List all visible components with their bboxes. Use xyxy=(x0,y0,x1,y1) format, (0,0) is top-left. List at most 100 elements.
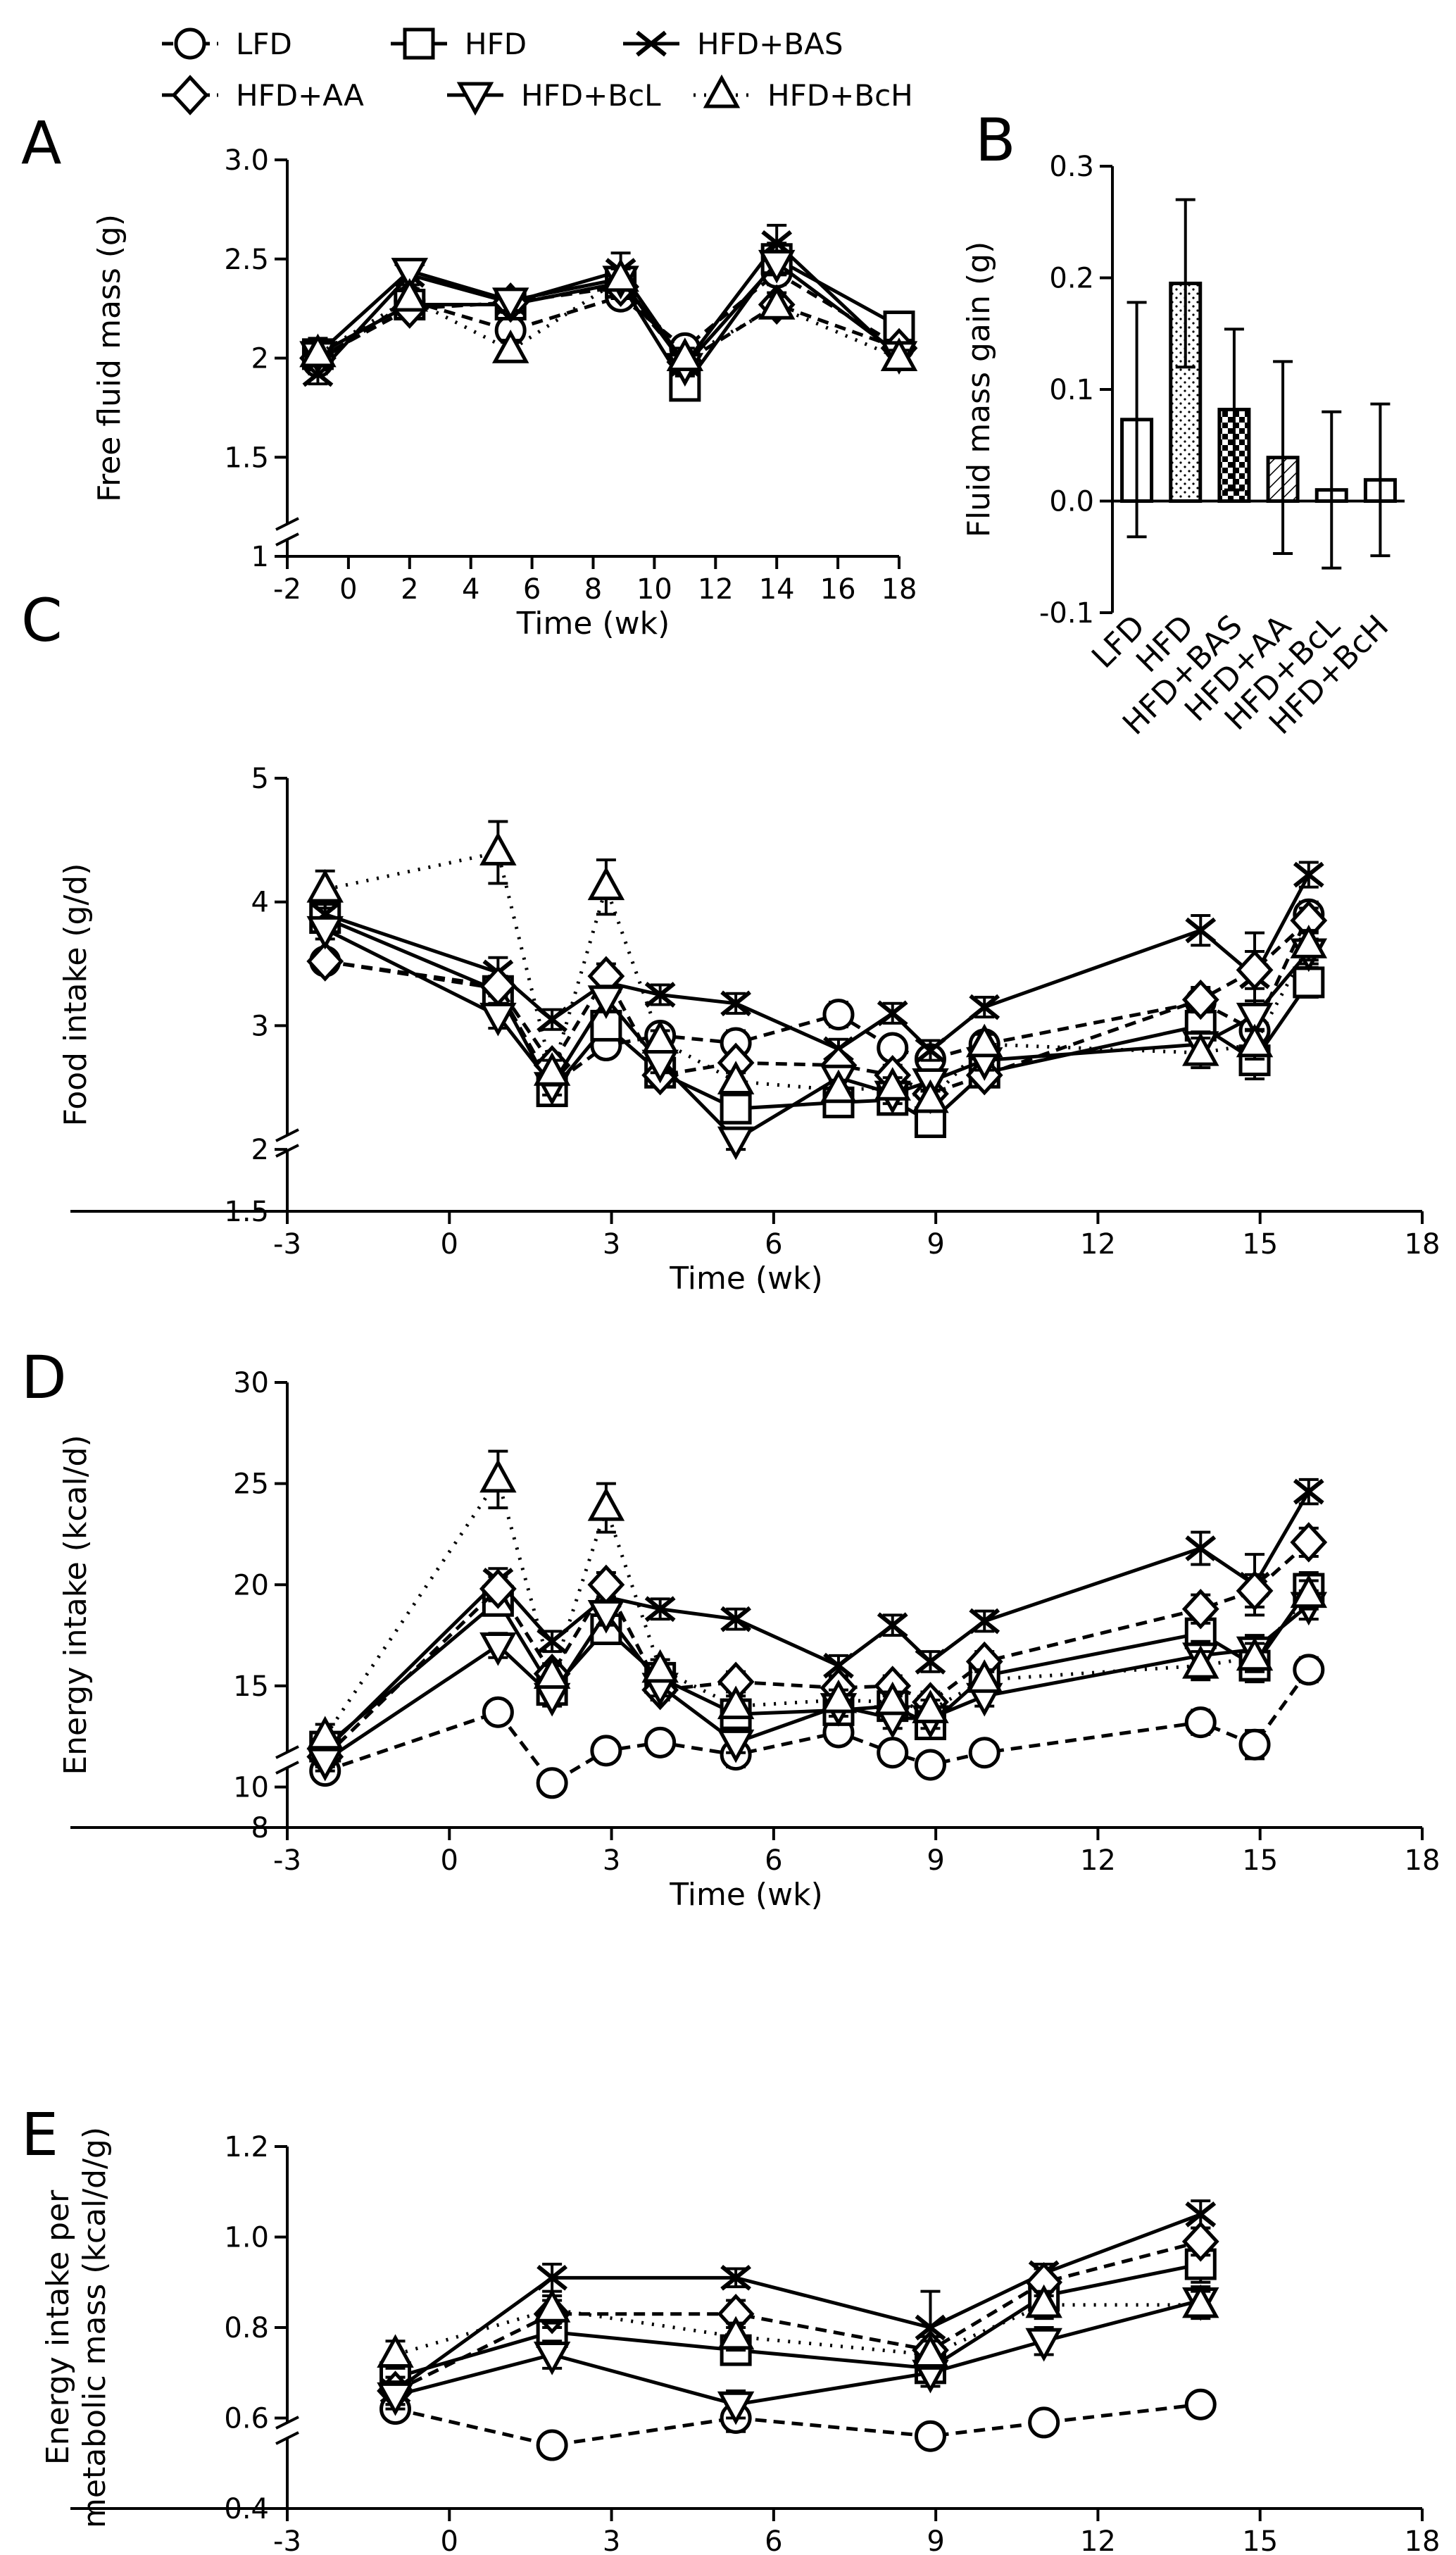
panel-c-point xyxy=(1293,966,1325,999)
panel-d-point xyxy=(877,1612,908,1639)
panel-d-point xyxy=(590,1735,622,1767)
panel-b-axes: -0.1 0.0 0.1 0.2 0.3 Fluid mass gain (g) xyxy=(961,151,1405,630)
panel-c-point xyxy=(1182,1032,1219,1066)
panel-c-point xyxy=(1185,917,1217,944)
panel-d-point xyxy=(587,1564,625,1605)
panel-d-point xyxy=(1238,1728,1271,1761)
panel-d-point xyxy=(644,1726,677,1758)
panel-d-point xyxy=(1236,1637,1274,1671)
panel-a-x-tick-label: 0 xyxy=(339,573,357,606)
panel-d-point xyxy=(644,1596,676,1623)
panel-c-y-tick-label: 2 xyxy=(251,1134,269,1166)
panel-d-y-tick-label: 10 xyxy=(233,1772,269,1804)
panel-c-point xyxy=(536,1006,568,1032)
panel-c-axes: 1.5 2 3 4 5 -3 0 3 6 9 12 15 18 Time (wk) Food intake … xyxy=(58,763,1440,1297)
panel-e-y-tick-label: 0.8 xyxy=(224,2312,269,2344)
panel-d-x-tick-label: 15 xyxy=(1242,1844,1278,1877)
panel-a-axes: 1 1.5 2 2.5 3.0 -2 0 2 4 6 8 10 12 14 16 18 Time (wk) Fre… xyxy=(92,144,917,642)
panel-e-x-tick-label: 15 xyxy=(1242,2525,1278,2555)
panel-a-x-tick-label: 14 xyxy=(759,573,795,606)
panel-d-point xyxy=(1290,1522,1328,1563)
panel-d-x-tick-label: 18 xyxy=(1405,1844,1441,1877)
panel-d-x-tick-label: 9 xyxy=(927,1844,944,1877)
panel-c-point xyxy=(1236,1023,1274,1058)
panel-d-point xyxy=(482,1696,514,1728)
panel-a-axis-break xyxy=(275,532,299,546)
panel-c-x-axis-label: Time (wk) xyxy=(669,1261,822,1297)
panel-c-x-tick-label: 6 xyxy=(765,1228,782,1261)
panel-e-axis-break xyxy=(275,2431,299,2445)
legend-label: HFD xyxy=(465,27,527,61)
panel-c-point xyxy=(912,1079,949,1113)
panel-e-x-tick-label: 3 xyxy=(603,2525,620,2555)
panel-a-x-tick-label: 10 xyxy=(636,573,672,606)
panel-c-x-tick-label: 18 xyxy=(1405,1228,1441,1261)
panel-c-point xyxy=(644,982,676,1008)
panel-d-series-line xyxy=(323,1541,1310,1758)
panel-c-point xyxy=(641,1020,679,1054)
panel-e-series-hfd-bas xyxy=(379,2199,1217,2406)
panel-d-series-hfd xyxy=(309,1571,1325,1763)
panel-e-point xyxy=(1182,2284,1219,2318)
panel-c-point xyxy=(306,916,344,950)
panel-d-point xyxy=(969,1608,1000,1635)
panel-c-y-tick-label: 3 xyxy=(251,1010,269,1042)
panel-e-point xyxy=(1025,2284,1062,2318)
panel-c-point xyxy=(874,1067,911,1101)
panel-d-y-axis-label: Energy intake (kcal/d) xyxy=(58,1435,94,1775)
panel-d-point xyxy=(914,1749,946,1781)
panel-b-y-tick-label: 0.2 xyxy=(1049,263,1094,295)
panel-e-x-tick-label: -3 xyxy=(273,2525,301,2555)
panel-d-point xyxy=(533,1655,571,1689)
panel-c-y-axis-label: Food intake (g/d) xyxy=(58,863,94,1127)
panel-e-series-line xyxy=(394,2299,1201,2406)
panel-d-point xyxy=(641,1649,679,1683)
panel-d-x-axis-label: Time (wk) xyxy=(669,1877,822,1913)
panel-c-x-tick-label: 9 xyxy=(927,1228,944,1261)
panel-e-series-line xyxy=(394,2213,1202,2392)
panel-d-axis-break xyxy=(275,1745,299,1759)
panel-c-point xyxy=(966,1023,1003,1058)
panel-d-x-tick-label: -3 xyxy=(273,1844,301,1877)
panel-c-x-tick-label: -3 xyxy=(273,1228,301,1261)
panel-a-point xyxy=(491,330,529,363)
panel-c-point xyxy=(717,1061,755,1094)
panel-a-x-axis-label: Time (wk) xyxy=(516,606,670,642)
panel-a-y-tick-label: 1 xyxy=(251,541,269,573)
panel-d-point xyxy=(874,1681,911,1716)
panel-c-x-tick-label: 15 xyxy=(1242,1228,1278,1261)
panel-d-x-tick-label: 12 xyxy=(1080,1844,1116,1877)
panel-e-point xyxy=(1028,2406,1060,2439)
panel-d-point xyxy=(1182,1644,1219,1679)
panel-d-point xyxy=(820,1679,858,1713)
panel-d-point xyxy=(1184,1706,1217,1739)
panel-a-point xyxy=(758,286,796,320)
panel-label-c: C xyxy=(21,586,63,655)
panel-e-axis-break xyxy=(275,2416,299,2430)
panel-e-y-tick-label: 0.4 xyxy=(224,2493,269,2525)
panel-e-x-tick-label: 12 xyxy=(1080,2525,1116,2555)
legend-marker-tri-down-icon xyxy=(456,82,494,116)
panel-a-point xyxy=(602,258,639,292)
panel-a-y-tick-label: 2.5 xyxy=(224,244,269,276)
panel-d-point xyxy=(823,1652,854,1679)
panel-c-point xyxy=(1181,979,1219,1020)
panel-c-x-tick-label: 0 xyxy=(441,1228,458,1261)
panel-c-point xyxy=(1236,1002,1274,1037)
panel-e-y-axis-label: Energy intake per xyxy=(40,2189,76,2465)
panel-a-x-tick-label: 6 xyxy=(523,573,541,606)
panel-c-point xyxy=(306,941,344,982)
legend-label: HFD+BAS xyxy=(697,27,843,61)
panel-c-series-line xyxy=(324,873,1311,1053)
panel-e-x-tick-label: 0 xyxy=(441,2525,458,2555)
panel-d-y-tick-label: 8 xyxy=(251,1812,269,1844)
panel-e-point xyxy=(1025,2328,1062,2362)
panel-d-point xyxy=(717,1729,755,1763)
panel-d-point xyxy=(479,1458,517,1493)
panel-c-series-hfd-bcl xyxy=(306,916,1328,1161)
panel-e-point xyxy=(1185,2201,1217,2228)
panel-e-point xyxy=(915,2314,946,2341)
